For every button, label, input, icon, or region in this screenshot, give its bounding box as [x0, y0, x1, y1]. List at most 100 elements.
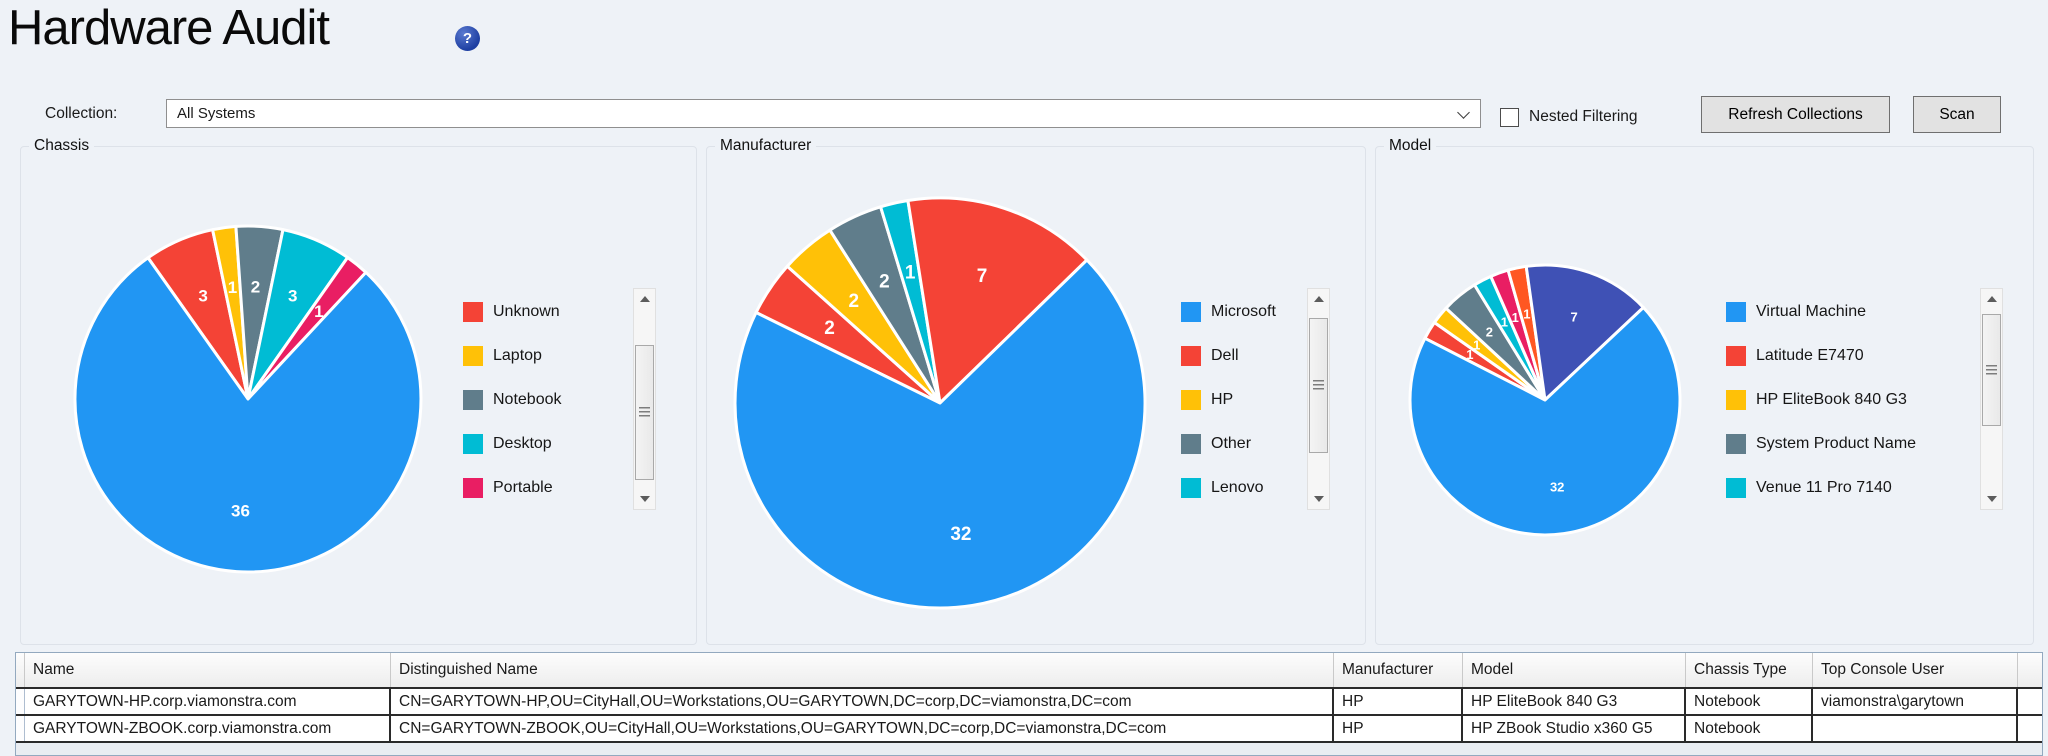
legend-item: Venue 11 Pro 7140 — [1726, 478, 1916, 498]
legend-item: Microsoft — [1181, 302, 1276, 322]
table-row[interactable]: GARYTOWN-HP.corp.viamonstra.com CN=GARYTO… — [16, 689, 2042, 716]
column-header-chassis-type[interactable]: Chassis Type — [1686, 653, 1813, 687]
thumb-grip-icon — [1313, 380, 1324, 391]
table-cell[interactable]: GARYTOWN-ZBOOK.corp.viamonstra.com — [25, 716, 391, 741]
pie-slice-value-label: 7 — [1570, 310, 1577, 325]
legend-item: System Product Name — [1726, 434, 1916, 454]
scroll-down-button[interactable] — [634, 489, 655, 509]
scroll-thumb[interactable] — [1982, 314, 2001, 426]
model-pie-slice-7[interactable] — [1408, 306, 1682, 537]
scan-button[interactable]: Scan — [1913, 96, 2001, 133]
triangle-up-icon — [1986, 296, 1997, 302]
legend-item: Desktop — [463, 434, 562, 454]
column-header-blank[interactable] — [2018, 653, 2042, 687]
scroll-track[interactable] — [1981, 309, 2002, 489]
legend-swatch — [463, 390, 483, 410]
legend-swatch — [1726, 390, 1746, 410]
legend-swatch — [1726, 478, 1746, 498]
table-cell[interactable]: viamonstra\garytown — [1813, 689, 2018, 714]
legend-label: Lenovo — [1211, 479, 1264, 496]
scroll-down-button[interactable] — [1308, 489, 1329, 509]
legend-item: HP — [1181, 390, 1276, 410]
legend-label: Other — [1211, 435, 1252, 452]
thumb-grip-icon — [1986, 364, 1997, 376]
pie-slice-value-label: 2 — [251, 277, 260, 296]
legend-swatch — [1726, 302, 1746, 322]
manufacturer-legend: Microsoft Dell HP Other Lenovo — [1181, 302, 1276, 522]
table-cell[interactable]: HP — [1334, 689, 1463, 714]
pie-slice-value-label: 36 — [231, 502, 250, 521]
column-header-manufacturer[interactable]: Manufacturer — [1334, 653, 1463, 687]
nested-filtering-label: Nested Filtering — [1529, 108, 1638, 125]
column-header-model[interactable]: Model — [1463, 653, 1686, 687]
scroll-thumb[interactable] — [635, 345, 654, 480]
column-header-top-console-user[interactable]: Top Console User — [1813, 653, 2018, 687]
scroll-up-button[interactable] — [1308, 289, 1329, 309]
table-cell[interactable]: HP EliteBook 840 G3 — [1463, 689, 1686, 714]
table-cell[interactable] — [2018, 689, 2042, 714]
collection-label: Collection: — [45, 105, 118, 122]
table-cell[interactable]: HP ZBook Studio x360 G5 — [1463, 716, 1686, 741]
pie-slice-value-label: 1 — [314, 302, 323, 321]
legend-swatch — [1181, 434, 1201, 454]
legend-label: Virtual Machine — [1756, 303, 1866, 320]
legend-label: Microsoft — [1211, 303, 1276, 320]
scroll-track[interactable] — [634, 309, 655, 489]
manufacturer-legend-scrollbar[interactable] — [1307, 288, 1330, 510]
pie-slice-value-label: 2 — [849, 291, 860, 312]
legend-swatch — [1726, 434, 1746, 454]
pie-slice-value-label: 2 — [1486, 325, 1493, 340]
triangle-up-icon — [639, 296, 650, 302]
thumb-grip-icon — [639, 407, 650, 418]
nested-filtering-checkbox[interactable] — [1500, 108, 1519, 127]
column-header-blank[interactable] — [16, 653, 25, 687]
table-cell[interactable]: Notebook — [1686, 689, 1813, 714]
table-cell[interactable]: CN=GARYTOWN-HP,OU=CityHall,OU=Workstatio… — [391, 689, 1334, 714]
table-cell[interactable]: CN=GARYTOWN-ZBOOK,OU=CityHall,OU=Worksta… — [391, 716, 1334, 741]
manufacturer-pie-slice-5[interactable] — [733, 258, 1147, 610]
pie-slice-value-label: 2 — [879, 271, 890, 292]
legend-swatch — [1181, 346, 1201, 366]
table-row[interactable]: GARYTOWN-ZBOOK.corp.viamonstra.com CN=GAR… — [16, 716, 2042, 743]
table-cell[interactable]: GARYTOWN-HP.corp.viamonstra.com — [25, 689, 391, 714]
collection-dropdown[interactable]: All Systems — [166, 99, 1481, 128]
column-header-name[interactable]: Name — [25, 653, 391, 687]
scroll-thumb[interactable] — [1309, 318, 1328, 453]
scroll-down-button[interactable] — [1981, 489, 2002, 509]
chassis-pie-slice-5[interactable] — [73, 256, 423, 574]
model-pie-slice-6[interactable] — [1524, 263, 1645, 402]
scroll-up-button[interactable] — [1981, 289, 2002, 309]
row-header-cell[interactable] — [16, 689, 25, 714]
manufacturer-groupbox-title: Manufacturer — [715, 137, 817, 155]
scroll-up-button[interactable] — [634, 289, 655, 309]
model-legend: Virtual Machine Latitude E7470 HP EliteBoo… — [1726, 302, 1916, 522]
pie-slice-value-label: 1 — [228, 278, 237, 297]
pie-slice-value-label: 32 — [1550, 479, 1564, 494]
scroll-track[interactable] — [1308, 309, 1329, 489]
legend-item: Latitude E7470 — [1726, 346, 1916, 366]
table-cell[interactable] — [2018, 716, 2042, 741]
legend-item: Portable — [463, 478, 562, 498]
column-header-distinguished-name[interactable]: Distinguished Name — [391, 653, 1334, 687]
legend-label: Notebook — [493, 391, 562, 408]
legend-item: Virtual Machine — [1726, 302, 1916, 322]
legend-swatch — [1726, 346, 1746, 366]
model-legend-scrollbar[interactable] — [1980, 288, 2003, 510]
legend-label: Desktop — [493, 435, 552, 452]
manufacturer-groupbox: Manufacturer — [706, 137, 1366, 645]
legend-swatch — [463, 346, 483, 366]
chassis-legend-scrollbar[interactable] — [633, 288, 656, 510]
pie-slice-value-label: 1 — [905, 263, 916, 284]
pie-slice-value-label: 3 — [198, 286, 207, 305]
table-cell[interactable]: Notebook — [1686, 716, 1813, 741]
legend-label: HP — [1211, 391, 1234, 408]
manufacturer-pie-slice-4[interactable] — [906, 196, 1089, 405]
row-header-cell[interactable] — [16, 716, 25, 741]
legend-item: Unknown — [463, 302, 562, 322]
refresh-collections-button[interactable]: Refresh Collections — [1701, 96, 1890, 133]
table-cell[interactable]: HP — [1334, 716, 1463, 741]
help-icon[interactable]: ? — [455, 26, 480, 51]
triangle-down-icon — [1313, 496, 1324, 502]
pie-slice-value-label: 2 — [824, 318, 835, 339]
table-cell[interactable] — [1813, 716, 2018, 741]
